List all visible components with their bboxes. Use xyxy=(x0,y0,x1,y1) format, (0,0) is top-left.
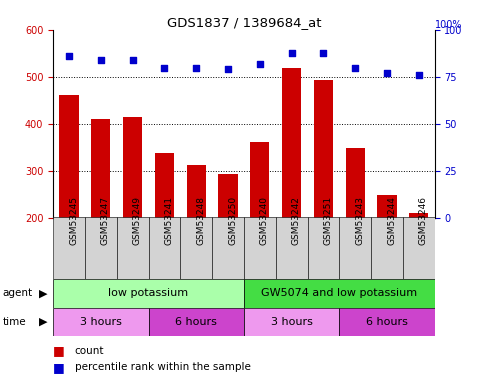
Text: 3 hours: 3 hours xyxy=(270,316,313,327)
Bar xyxy=(187,165,206,218)
FancyBboxPatch shape xyxy=(149,217,180,279)
Text: GSM53248: GSM53248 xyxy=(196,196,205,245)
Text: GSM53244: GSM53244 xyxy=(387,196,396,245)
Bar xyxy=(250,142,270,218)
Text: ▶: ▶ xyxy=(39,288,48,298)
Point xyxy=(351,64,359,70)
Text: agent: agent xyxy=(2,288,32,298)
Text: GSM53251: GSM53251 xyxy=(324,196,332,245)
Point xyxy=(160,64,168,70)
Text: low potassium: low potassium xyxy=(109,288,188,298)
Point xyxy=(415,72,423,78)
FancyBboxPatch shape xyxy=(212,217,244,279)
Text: ▶: ▶ xyxy=(39,316,48,327)
Bar xyxy=(91,119,110,218)
Bar xyxy=(218,174,238,217)
Bar xyxy=(155,153,174,218)
Bar xyxy=(409,213,428,217)
FancyBboxPatch shape xyxy=(276,217,308,279)
Bar xyxy=(346,148,365,217)
Bar xyxy=(282,68,301,218)
Text: GSM53241: GSM53241 xyxy=(164,196,173,245)
Bar xyxy=(59,95,79,218)
FancyBboxPatch shape xyxy=(244,279,435,308)
FancyBboxPatch shape xyxy=(85,217,117,279)
Point xyxy=(97,57,105,63)
Text: GSM53246: GSM53246 xyxy=(419,196,428,245)
FancyBboxPatch shape xyxy=(339,308,435,336)
FancyBboxPatch shape xyxy=(53,308,149,336)
Bar xyxy=(314,80,333,218)
FancyBboxPatch shape xyxy=(403,217,435,279)
Bar xyxy=(123,117,142,218)
Point xyxy=(288,50,296,55)
Text: ■: ■ xyxy=(53,361,65,374)
FancyBboxPatch shape xyxy=(53,217,85,279)
Text: GSM53245: GSM53245 xyxy=(69,196,78,245)
Text: 6 hours: 6 hours xyxy=(175,316,217,327)
Text: GSM53242: GSM53242 xyxy=(292,196,300,245)
Text: GSM53240: GSM53240 xyxy=(260,196,269,245)
Text: GSM53249: GSM53249 xyxy=(133,196,142,245)
Text: GSM53247: GSM53247 xyxy=(101,196,110,245)
Text: 100%: 100% xyxy=(435,20,462,30)
Point xyxy=(192,64,200,70)
FancyBboxPatch shape xyxy=(244,217,276,279)
FancyBboxPatch shape xyxy=(180,217,212,279)
FancyBboxPatch shape xyxy=(244,308,339,336)
FancyBboxPatch shape xyxy=(339,217,371,279)
FancyBboxPatch shape xyxy=(149,308,244,336)
Point xyxy=(129,57,137,63)
Text: 6 hours: 6 hours xyxy=(366,316,408,327)
Text: ■: ■ xyxy=(53,344,65,357)
Text: 3 hours: 3 hours xyxy=(80,316,122,327)
Text: GSM53250: GSM53250 xyxy=(228,196,237,245)
FancyBboxPatch shape xyxy=(117,217,149,279)
Point xyxy=(256,61,264,67)
Point xyxy=(224,66,232,72)
Text: percentile rank within the sample: percentile rank within the sample xyxy=(75,363,251,372)
FancyBboxPatch shape xyxy=(308,217,339,279)
Text: GW5074 and low potassium: GW5074 and low potassium xyxy=(261,288,417,298)
Text: GSM53243: GSM53243 xyxy=(355,196,364,245)
Text: time: time xyxy=(2,316,26,327)
Point xyxy=(383,70,391,76)
Title: GDS1837 / 1389684_at: GDS1837 / 1389684_at xyxy=(167,16,321,29)
Bar xyxy=(378,195,397,217)
Point xyxy=(320,50,327,55)
Text: count: count xyxy=(75,346,104,355)
FancyBboxPatch shape xyxy=(371,217,403,279)
Point xyxy=(65,53,73,59)
FancyBboxPatch shape xyxy=(53,279,244,308)
